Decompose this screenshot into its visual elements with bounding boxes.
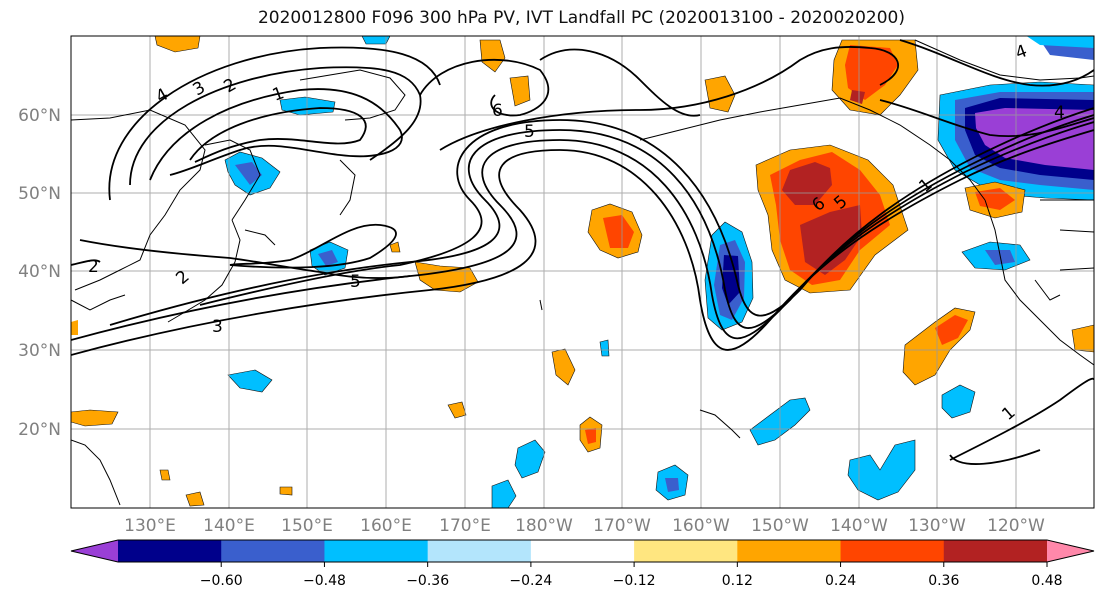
- colorbar-segment: [221, 540, 325, 562]
- lon-label: 170°E: [439, 516, 491, 536]
- lon-label: 130°W: [908, 516, 966, 536]
- lon-label: 150°E: [281, 516, 333, 536]
- colorbar-segment: [737, 540, 842, 562]
- lon-label: 140°W: [830, 516, 888, 536]
- colorbar-segment: [840, 540, 945, 562]
- lat-label: 60°N: [18, 106, 61, 126]
- contour-label: 5: [524, 122, 535, 142]
- colorbar-tick-label: −0.48: [303, 573, 346, 589]
- lat-label: 40°N: [18, 262, 61, 282]
- colorbar-segment: [530, 540, 635, 562]
- lon-label: 160°E: [360, 516, 412, 536]
- lon-label: 130°E: [124, 516, 176, 536]
- colorbar: −0.60 −0.48 −0.36 −0.24 −0.12 0.12 0.24 0.36 0.4…: [70, 539, 1095, 589]
- colorbar-tick-label: 0.36: [928, 573, 959, 589]
- colorbar-tick-label: 0.48: [1031, 573, 1062, 589]
- lat-axis-labels: 60°N 50°N 40°N 30°N 20°N: [18, 106, 61, 440]
- colorbar-segment: [427, 540, 532, 562]
- contour-label: 3: [212, 317, 223, 337]
- colorbar-segment: [943, 540, 1048, 562]
- lon-axis-labels: 130°E 140°E 150°E 160°E 170°E 180°W 170°…: [124, 516, 1045, 536]
- colorbar-tick-label: 0.12: [722, 573, 753, 589]
- contour-label: 5: [350, 272, 361, 292]
- lon-label: 150°W: [751, 516, 809, 536]
- colorbar-tick-label: −0.60: [200, 573, 243, 589]
- colorbar-extend-high: [1047, 540, 1094, 562]
- lon-label: 170°W: [593, 516, 651, 536]
- colorbar-tick-label: −0.24: [509, 573, 552, 589]
- pv-contours: [71, 39, 1094, 465]
- colorbar-segment: [324, 540, 429, 562]
- colorbar-segment: [634, 540, 738, 562]
- lat-label: 20°N: [18, 420, 61, 440]
- map-frame: [70, 35, 1095, 509]
- lon-label: 120°W: [987, 516, 1045, 536]
- lon-label: 180°W: [515, 516, 573, 536]
- contour-label: 2: [88, 257, 99, 277]
- contour-label: 6: [492, 101, 503, 121]
- lon-label: 140°E: [203, 516, 255, 536]
- colorbar-tick-label: −0.12: [613, 573, 656, 589]
- contour-label: 4: [1054, 103, 1065, 123]
- colorbar-tick-label: 0.24: [825, 573, 856, 589]
- colorbar-segment: [118, 540, 222, 562]
- map-title: 2020012800 F096 300 hPa PV, IVT Landfall…: [257, 8, 905, 28]
- lat-label: 30°N: [18, 341, 61, 361]
- colorbar-extend-low: [71, 540, 118, 562]
- lon-label: 160°W: [672, 516, 730, 536]
- lat-label: 50°N: [18, 184, 61, 204]
- map-panel: 4 3 2 1 6 5 5 3 2 2 5 6 4 1 4 1: [71, 36, 1094, 508]
- colorbar-tick-label: −0.36: [406, 573, 449, 589]
